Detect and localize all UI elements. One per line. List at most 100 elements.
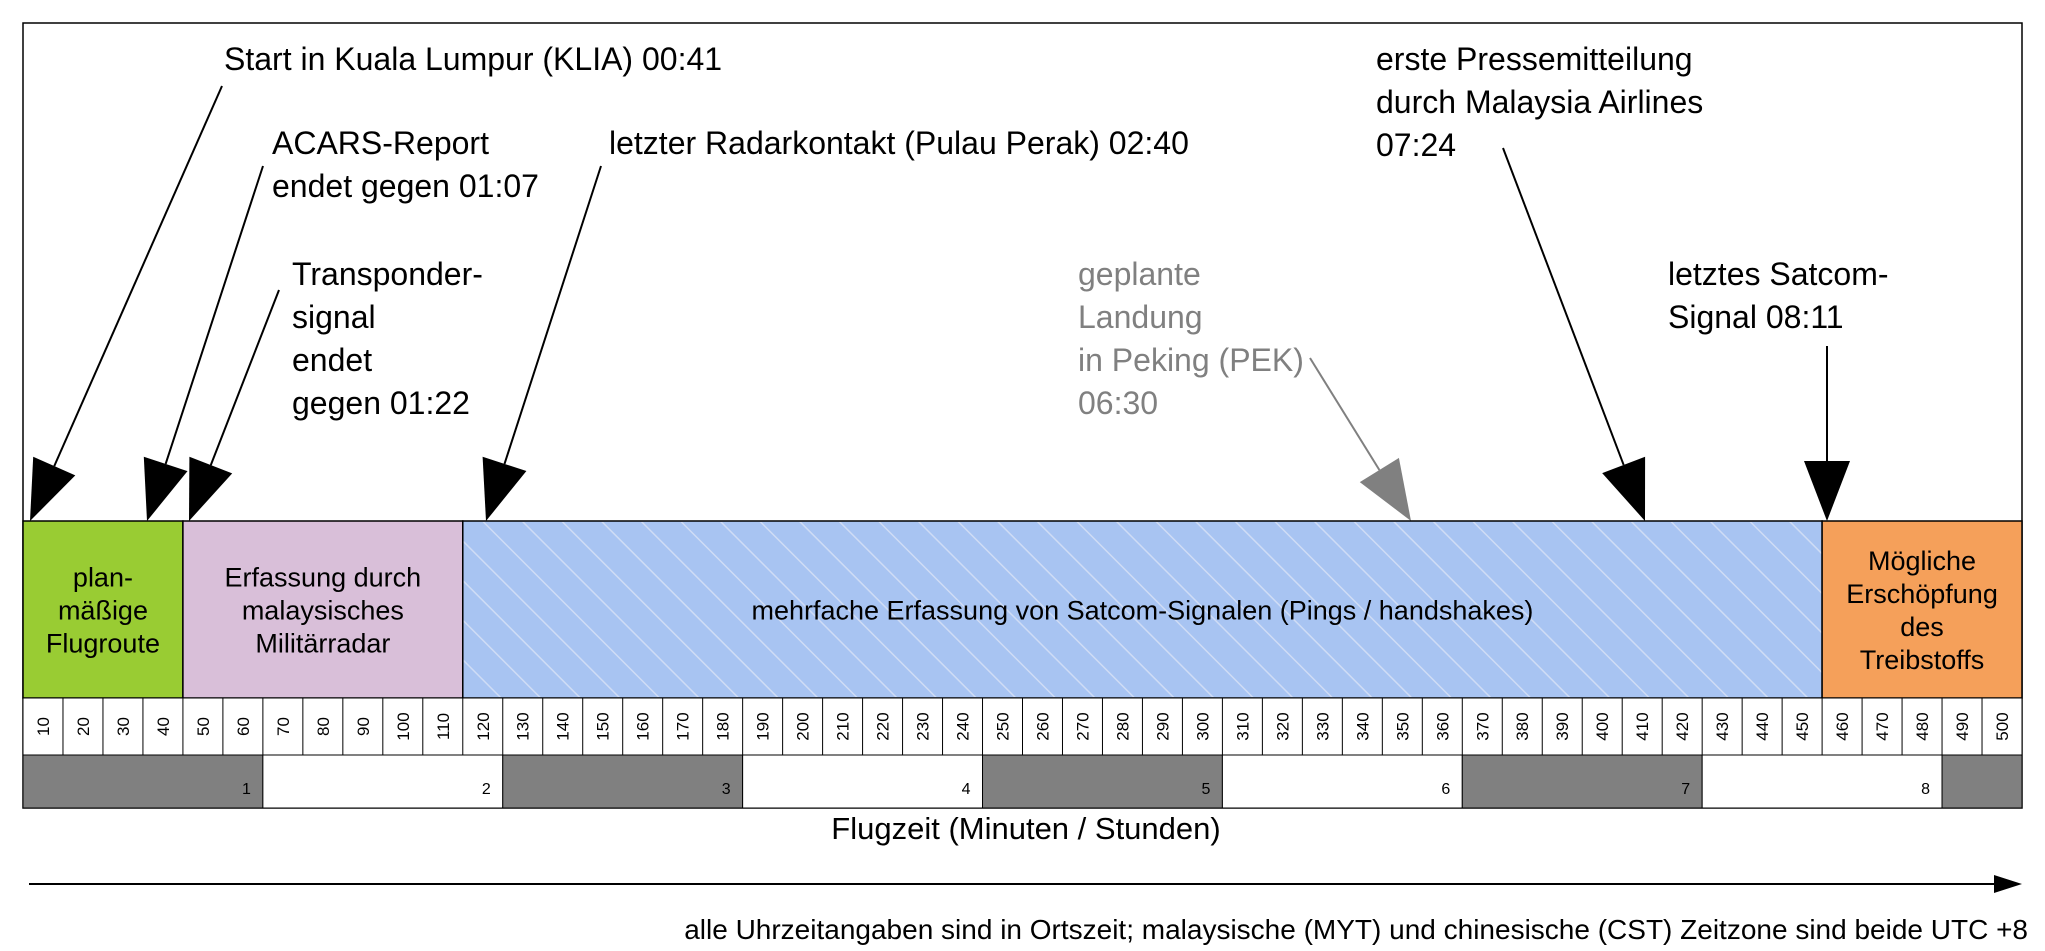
- annotation-line: durch Malaysia Airlines: [1376, 84, 1703, 120]
- annotation-radar: letzter Radarkontakt (Pulau Perak) 02:40: [609, 125, 1189, 161]
- hour-label: 5: [1201, 781, 1210, 798]
- hour-cell: [982, 754, 1223, 809]
- minute-tick-label: 450: [1793, 712, 1812, 740]
- minute-tick-label: 400: [1593, 712, 1612, 740]
- annotation-line: gegen 01:22: [292, 385, 470, 421]
- minute-tick-label: 490: [1953, 712, 1972, 740]
- minute-tick-label: 370: [1473, 712, 1492, 740]
- annotation-line: erste Pressemitteilung: [1376, 41, 1693, 77]
- minute-tick-label: 180: [714, 712, 733, 740]
- minute-tick-label: 210: [834, 712, 853, 740]
- minute-tick-label: 130: [514, 712, 533, 740]
- hour-cell: [262, 754, 504, 809]
- arrow-transponder: [189, 289, 280, 521]
- annotation-line: in Peking (PEK): [1078, 342, 1304, 378]
- minute-tick-label: 380: [1513, 712, 1532, 740]
- minute-tick-label: 410: [1633, 712, 1652, 740]
- segment-label-line: Erschöpfung: [1846, 579, 1998, 609]
- segment-satcom-pings: mehrfache Erfassung von Satcom-Signalen …: [462, 520, 1823, 699]
- segment-label-line: Flugroute: [46, 629, 160, 659]
- annotation-satcom: letztes Satcom- Signal 08:11: [1668, 256, 1889, 335]
- segment-label-line: Erfassung durch: [225, 563, 422, 593]
- hour-scale: 1 2 3 4 5 6 7 8: [22, 754, 2023, 809]
- annotation-line: 07:24: [1376, 127, 1456, 163]
- minute-tick-label: 360: [1433, 712, 1452, 740]
- minute-tick-label: 90: [354, 717, 373, 736]
- minute-tick-label: 320: [1273, 712, 1292, 740]
- segment-label-line: Militärradar: [255, 629, 390, 659]
- hour-cell: [1221, 754, 1463, 809]
- minute-tick-label: 220: [874, 712, 893, 740]
- minute-tick-label: 340: [1353, 712, 1372, 740]
- minute-scale: 10 20 30 40 50 60 70 80 90 100 110 120 130 140 150 160 1…: [22, 697, 2023, 756]
- hour-cell: [1701, 754, 1943, 809]
- minute-tick-label: 40: [154, 717, 173, 736]
- minute-tick-label: 390: [1553, 712, 1572, 740]
- segment-label-line: mäßige: [58, 596, 148, 626]
- arrow-press: [1502, 147, 1646, 521]
- hour-cell: [22, 754, 264, 809]
- minute-tick-label: 80: [314, 717, 333, 736]
- segment-label-line: des: [1900, 612, 1944, 642]
- minute-tick-label: 500: [1993, 712, 2012, 740]
- annotation-line: letzter Radarkontakt (Pulau Perak) 02:40: [609, 125, 1189, 161]
- minute-tick-label: 240: [954, 712, 973, 740]
- hour-label: 3: [722, 781, 731, 798]
- annotation-labels: Start in Kuala Lumpur (KLIA) 00:41 ACARS-…: [224, 41, 1889, 421]
- annotation-line: Start in Kuala Lumpur (KLIA) 00:41: [224, 41, 722, 77]
- minute-tick-label: 200: [794, 712, 813, 740]
- hour-label: 4: [962, 781, 971, 798]
- annotation-line: Transponder-: [292, 256, 483, 292]
- annotation-line: endet: [292, 342, 372, 378]
- hour-label: 8: [1921, 781, 1930, 798]
- hour-cell: [1461, 754, 1703, 809]
- annotation-line: 06:30: [1078, 385, 1158, 421]
- hour-cell: [1941, 754, 2023, 809]
- segment-fill: [1821, 520, 2023, 699]
- time-direction-arrow: [29, 875, 2022, 893]
- minute-tick-label: 70: [274, 717, 293, 736]
- annotation-takeoff: Start in Kuala Lumpur (KLIA) 00:41: [224, 41, 722, 77]
- axis-title: Flugzeit (Minuten / Stunden): [831, 811, 1220, 846]
- minute-tick-label: 480: [1913, 712, 1932, 740]
- minute-tick-label: 280: [1113, 712, 1132, 740]
- minute-tick-label: 290: [1153, 712, 1172, 740]
- arrow-satcom: [1804, 346, 1850, 521]
- annotation-line: Landung: [1078, 299, 1203, 335]
- annotation-press: erste Pressemitteilung durch Malaysia Air…: [1376, 41, 1703, 163]
- minute-tick-label: 100: [394, 712, 413, 740]
- minute-tick-label: 120: [474, 712, 493, 740]
- hour-label: 1: [242, 781, 251, 798]
- minute-tick-label: 270: [1073, 712, 1092, 740]
- minute-tick-label: 330: [1313, 712, 1332, 740]
- minute-tick-label: 250: [994, 712, 1013, 740]
- minute-tick-label: 300: [1193, 712, 1212, 740]
- arrow-radar: [482, 165, 602, 521]
- minute-tick-label: 50: [194, 717, 213, 736]
- arrow-takeoff: [30, 85, 223, 521]
- segment-hatching: [463, 522, 1822, 697]
- minute-tick-label: 140: [554, 712, 573, 740]
- minute-tick-label: 160: [634, 712, 653, 740]
- hour-cell: [502, 754, 744, 809]
- segment-fill: [182, 520, 464, 699]
- minute-tick-label: 190: [754, 712, 773, 740]
- segment-fill: [22, 520, 184, 699]
- minute-tick-label: 10: [34, 717, 53, 736]
- annotation-arrows: [30, 85, 1850, 521]
- annotation-line: signal: [292, 299, 376, 335]
- minute-tick-label: 150: [594, 712, 613, 740]
- hour-label: 2: [482, 781, 491, 798]
- minute-tick-label: 260: [1033, 712, 1052, 740]
- arrow-landing: [1309, 357, 1411, 521]
- segment-label-line: Mögliche: [1868, 546, 1976, 576]
- hour-cell: [742, 754, 984, 809]
- minute-tick-label: 310: [1233, 712, 1252, 740]
- annotation-line: geplante: [1078, 256, 1201, 292]
- annotation-line: endet gegen 01:07: [272, 168, 539, 204]
